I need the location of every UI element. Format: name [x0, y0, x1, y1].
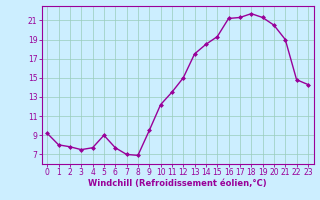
X-axis label: Windchill (Refroidissement éolien,°C): Windchill (Refroidissement éolien,°C)	[88, 179, 267, 188]
